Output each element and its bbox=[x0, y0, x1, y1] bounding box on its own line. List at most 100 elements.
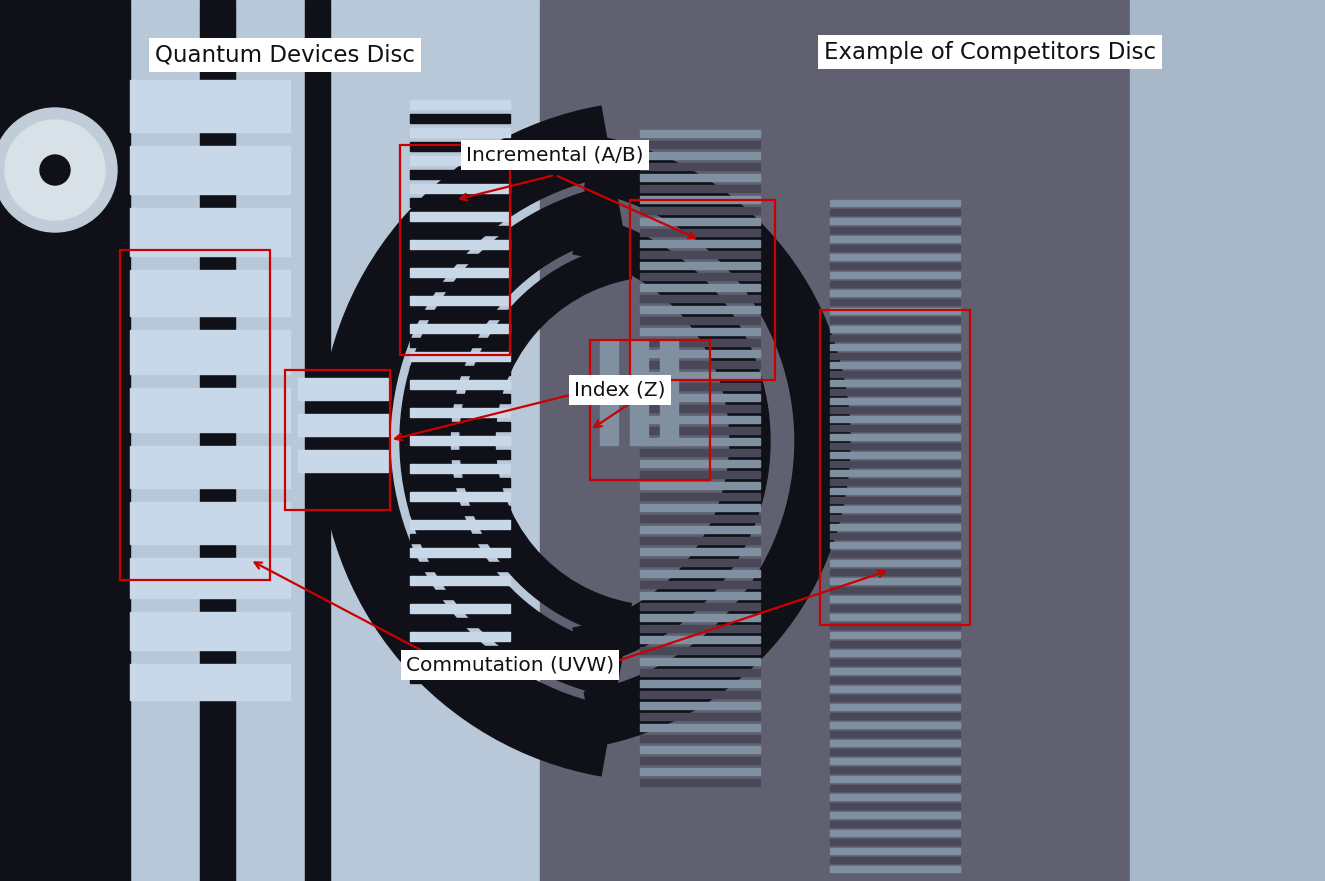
Bar bbox=[829, 758, 961, 764]
Bar bbox=[829, 596, 961, 602]
Bar bbox=[829, 362, 961, 368]
Bar bbox=[640, 658, 761, 665]
Bar bbox=[640, 559, 761, 566]
Bar bbox=[305, 0, 330, 881]
Bar bbox=[629, 200, 775, 380]
Bar bbox=[829, 200, 961, 206]
Bar bbox=[829, 506, 961, 512]
Bar bbox=[640, 174, 761, 181]
Bar bbox=[829, 713, 961, 719]
Text: Quantum Devices Disc: Quantum Devices Disc bbox=[155, 43, 415, 66]
Circle shape bbox=[5, 120, 105, 220]
Bar bbox=[640, 405, 761, 412]
Circle shape bbox=[40, 155, 70, 185]
Bar bbox=[640, 614, 761, 621]
Bar bbox=[829, 326, 961, 332]
Bar bbox=[409, 506, 510, 515]
Bar bbox=[409, 576, 510, 585]
Bar bbox=[409, 100, 510, 109]
Bar bbox=[829, 209, 961, 215]
Bar bbox=[409, 212, 510, 221]
Bar bbox=[409, 450, 510, 459]
Bar bbox=[409, 646, 510, 655]
Bar bbox=[640, 746, 761, 753]
Bar bbox=[829, 488, 961, 494]
Bar bbox=[640, 218, 761, 225]
Bar bbox=[590, 340, 710, 480]
Bar bbox=[298, 450, 390, 472]
Bar bbox=[409, 184, 510, 193]
Bar bbox=[640, 372, 761, 379]
Bar bbox=[829, 722, 961, 728]
Bar bbox=[829, 803, 961, 809]
Bar bbox=[130, 502, 290, 544]
Bar bbox=[285, 370, 390, 510]
Bar bbox=[409, 142, 510, 151]
Bar bbox=[829, 398, 961, 404]
Bar bbox=[409, 632, 510, 641]
Bar bbox=[130, 208, 290, 256]
Bar bbox=[640, 339, 761, 346]
Bar bbox=[409, 436, 510, 445]
Bar bbox=[640, 262, 761, 269]
Wedge shape bbox=[321, 107, 613, 776]
Wedge shape bbox=[400, 185, 624, 697]
Bar bbox=[640, 273, 761, 280]
Bar bbox=[829, 731, 961, 737]
Bar bbox=[409, 156, 510, 165]
Bar bbox=[409, 338, 510, 347]
Bar bbox=[829, 677, 961, 683]
Bar bbox=[640, 152, 761, 159]
Bar bbox=[409, 296, 510, 305]
Bar bbox=[200, 0, 235, 881]
Bar bbox=[640, 592, 761, 599]
Bar bbox=[90, 0, 660, 881]
Circle shape bbox=[0, 108, 117, 232]
Bar bbox=[130, 558, 290, 598]
Bar bbox=[409, 380, 510, 389]
Bar bbox=[409, 352, 510, 361]
Bar bbox=[640, 702, 761, 709]
Bar bbox=[409, 492, 510, 501]
Bar bbox=[640, 757, 761, 764]
Bar bbox=[640, 779, 761, 786]
Bar bbox=[640, 471, 761, 478]
Bar bbox=[640, 284, 761, 291]
Text: Index (Z): Index (Z) bbox=[574, 381, 665, 399]
Text: Incremental (A/B): Incremental (A/B) bbox=[466, 145, 644, 165]
Bar bbox=[829, 497, 961, 503]
Bar bbox=[829, 443, 961, 449]
Bar bbox=[829, 452, 961, 458]
Bar bbox=[409, 534, 510, 543]
Bar bbox=[829, 857, 961, 863]
Bar bbox=[130, 330, 290, 374]
Bar bbox=[130, 388, 290, 432]
Bar bbox=[409, 366, 510, 375]
Bar bbox=[409, 128, 510, 137]
Bar bbox=[829, 605, 961, 611]
Bar bbox=[640, 570, 761, 577]
Bar bbox=[829, 380, 961, 386]
Bar bbox=[298, 378, 390, 400]
Bar bbox=[640, 350, 761, 357]
Bar bbox=[829, 416, 961, 422]
Bar bbox=[640, 196, 761, 203]
Bar bbox=[409, 282, 510, 291]
Wedge shape bbox=[460, 244, 631, 638]
Bar bbox=[130, 146, 290, 194]
Bar bbox=[409, 408, 510, 417]
Bar bbox=[298, 414, 390, 436]
Bar bbox=[640, 163, 761, 170]
Bar bbox=[90, 0, 130, 881]
Bar bbox=[829, 641, 961, 647]
Bar bbox=[829, 632, 961, 638]
Bar bbox=[409, 226, 510, 235]
Bar bbox=[640, 581, 761, 588]
Bar bbox=[409, 674, 510, 683]
Bar bbox=[829, 542, 961, 548]
Bar bbox=[409, 324, 510, 333]
Bar bbox=[409, 394, 510, 403]
Bar bbox=[829, 650, 961, 656]
Bar bbox=[130, 612, 290, 650]
Bar bbox=[640, 295, 761, 302]
